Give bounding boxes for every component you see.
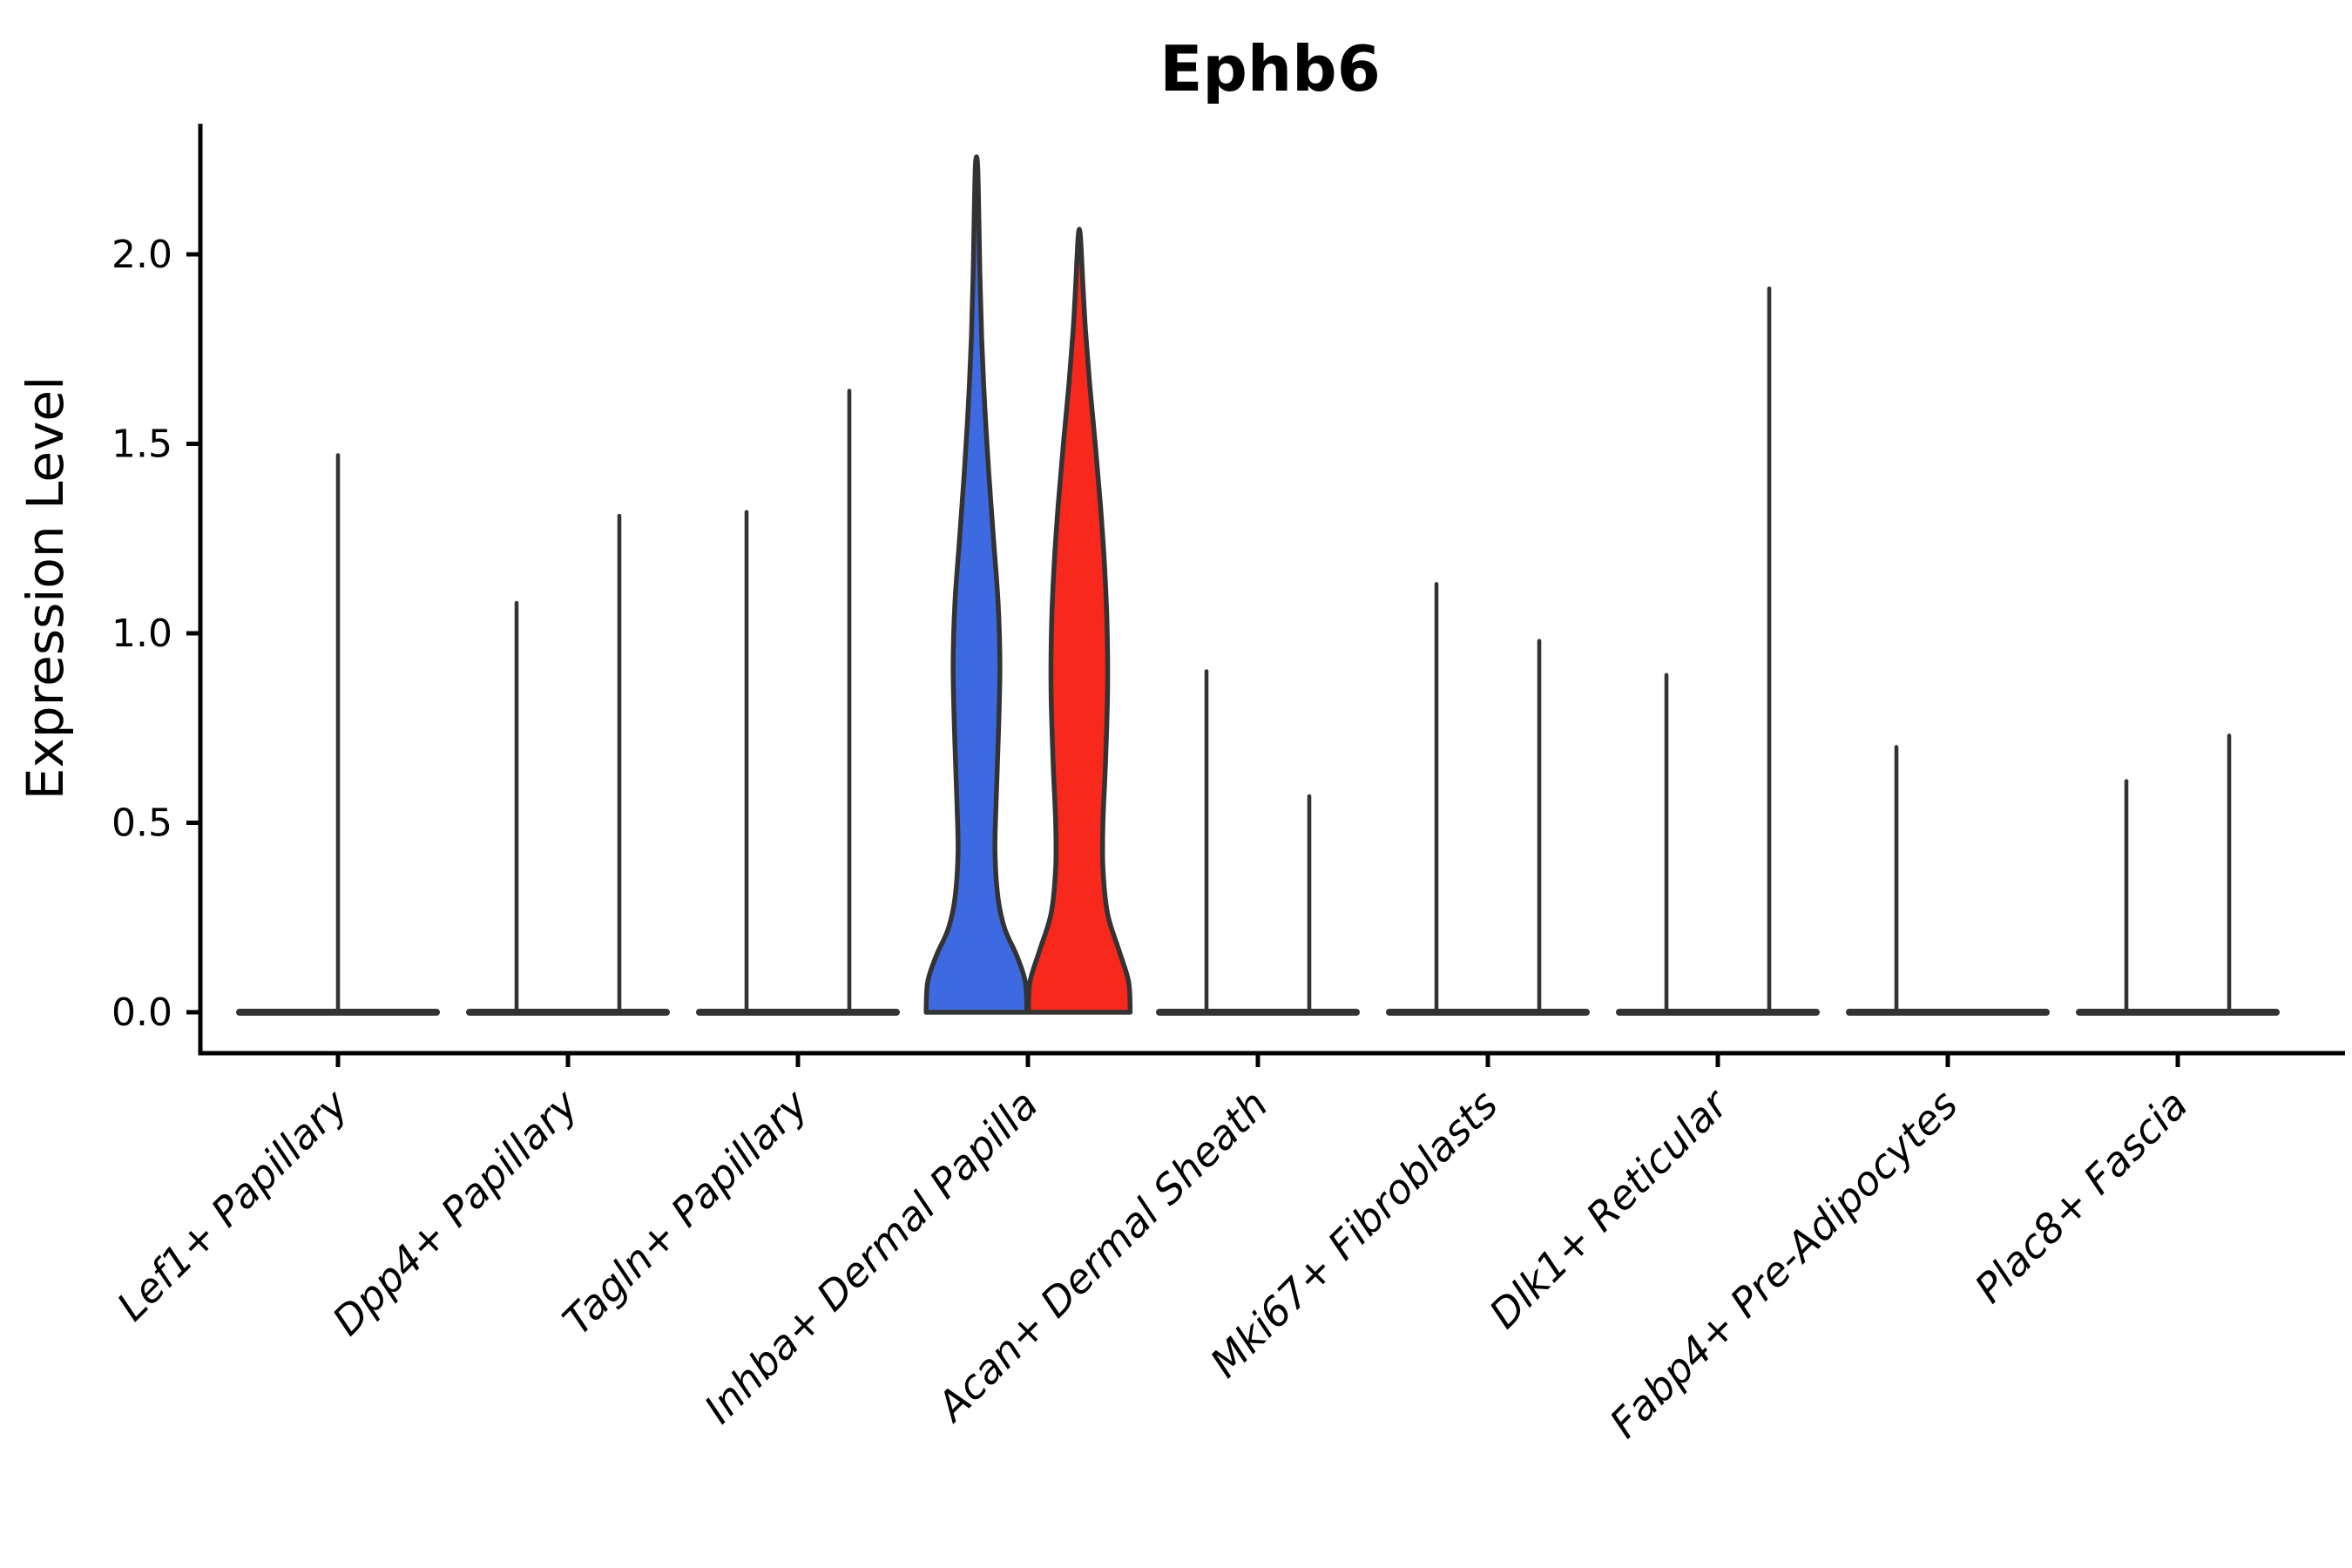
zero-density-baseline — [1616, 1009, 1820, 1016]
y-tick-label: 0.0 — [112, 990, 172, 1035]
zero-density-baseline — [1846, 1009, 2050, 1016]
y-tick-label: 1.0 — [112, 612, 172, 656]
y-tick-label: 0.5 — [112, 801, 172, 846]
x-tick-label: Dlk1+ Reticular — [1480, 1078, 1739, 1337]
violin-category — [923, 154, 1133, 1015]
violin-category — [466, 513, 670, 1016]
violin-series — [236, 154, 2280, 1016]
violin-category — [696, 389, 900, 1016]
violin-category — [1616, 286, 1820, 1016]
x-tick-label: Plac8+ Fascia — [1965, 1081, 2196, 1312]
x-tick-label: Lef1+ Papillary — [108, 1080, 357, 1329]
x-tick-label: Tagln+ Papillary — [553, 1080, 817, 1344]
y-tick-label: 1.5 — [112, 422, 172, 467]
violin-category — [1846, 745, 2050, 1016]
zero-density-baseline — [696, 1009, 900, 1016]
zero-density-baseline — [1156, 1009, 1360, 1016]
violin-body — [923, 154, 1030, 1015]
zero-density-baseline — [466, 1009, 670, 1016]
zero-density-baseline — [1386, 1009, 1590, 1016]
violin-body — [1025, 226, 1133, 1015]
axes: 0.0 0.5 1.0 1.5 2.0 — [112, 124, 2345, 1067]
violin-category — [2076, 733, 2280, 1016]
x-tick-label: Dpp4+ Papillary — [323, 1080, 587, 1344]
y-tick-label: 2.0 — [112, 233, 172, 277]
zero-density-baseline — [2076, 1009, 2280, 1016]
violin-category — [236, 453, 440, 1016]
y-axis-label: Expression Level — [16, 376, 75, 800]
violin-category — [1156, 669, 1360, 1016]
chart-title: Ephb6 — [1159, 32, 1381, 105]
violin-category — [1386, 582, 1590, 1016]
